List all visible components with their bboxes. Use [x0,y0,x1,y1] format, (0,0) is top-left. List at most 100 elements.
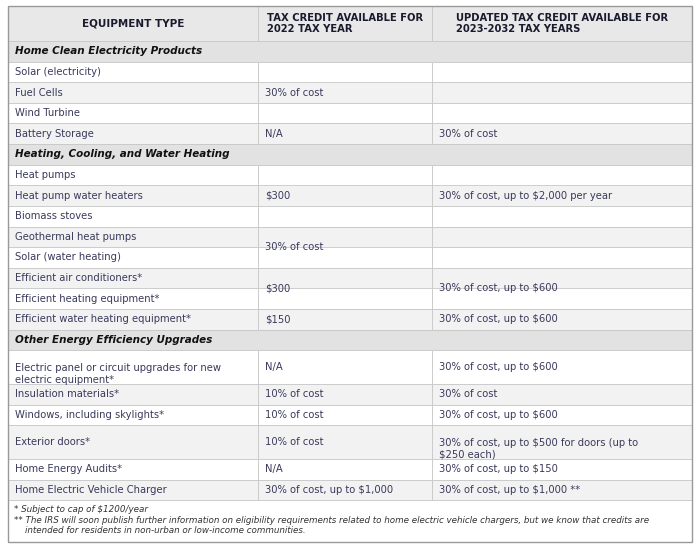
Bar [258,123,432,144]
Text: 30% of cost: 30% of cost [265,242,323,252]
Text: $300: $300 [265,283,290,293]
Text: 10% of cost: 10% of cost [265,389,323,399]
Bar [432,384,692,404]
Bar [432,165,692,226]
Text: TAX CREDIT AVAILABLE FOR
2022 TAX YEAR: TAX CREDIT AVAILABLE FOR 2022 TAX YEAR [267,13,423,35]
Bar [432,123,692,144]
Bar [432,103,692,123]
Bar [432,309,692,329]
Text: Home Energy Audits*: Home Energy Audits* [15,464,122,474]
Bar [258,82,432,103]
Bar [432,459,692,480]
Bar [8,480,258,500]
Text: * Subject to cap of $1200/year
** The IRS will soon publish further information : * Subject to cap of $1200/year ** The IR… [14,505,649,535]
Text: $150: $150 [265,315,290,324]
Text: 30% of cost, up to $2,000 per year: 30% of cost, up to $2,000 per year [439,191,612,201]
Text: 30% of cost: 30% of cost [439,129,498,139]
Text: 30% of cost, up to $1,000 **: 30% of cost, up to $1,000 ** [439,485,580,495]
Bar [432,268,692,309]
Text: Heat pump water heaters: Heat pump water heaters [15,191,143,201]
Bar [432,61,692,82]
Bar [8,459,258,480]
Bar [258,404,432,425]
Bar [8,226,258,247]
Text: 30% of cost: 30% of cost [265,88,323,98]
Bar [432,404,692,425]
Text: Biomass stoves: Biomass stoves [15,211,92,221]
Bar [8,350,258,384]
Text: Solar (water heating): Solar (water heating) [15,253,121,262]
Bar [258,165,432,226]
Text: 30% of cost, up to $600: 30% of cost, up to $600 [439,283,558,293]
Text: 30% of cost, up to $1,000: 30% of cost, up to $1,000 [265,485,393,495]
Text: Wind Turbine: Wind Turbine [15,108,80,118]
Text: Insulation materials*: Insulation materials* [15,389,119,399]
Text: EQUIPMENT TYPE: EQUIPMENT TYPE [82,19,184,28]
Text: $300: $300 [265,191,290,201]
Bar [8,500,692,542]
Text: Efficient heating equipment*: Efficient heating equipment* [15,294,160,304]
Bar [432,206,692,226]
Text: 30% of cost, up to $150: 30% of cost, up to $150 [439,464,558,474]
Bar [258,384,432,404]
Bar [432,247,692,268]
Bar [8,268,258,288]
Bar [432,480,692,500]
Bar [8,165,258,185]
Bar [258,247,432,268]
Bar [8,404,258,425]
Bar [432,288,692,309]
Bar [8,329,692,350]
Bar [432,82,692,103]
Bar [258,459,432,480]
Bar [8,144,692,165]
Text: 30% of cost, up to $600: 30% of cost, up to $600 [439,410,558,420]
Bar [8,309,258,329]
Text: N/A: N/A [265,464,282,474]
Bar [432,350,692,384]
Bar [8,41,692,61]
Bar [258,185,432,206]
Bar [258,288,432,309]
Bar [8,384,258,404]
Bar [258,480,432,500]
Bar [8,425,258,459]
Bar [258,350,432,384]
Text: Solar (electricity): Solar (electricity) [15,67,101,77]
Text: Heating, Cooling, and Water Heating: Heating, Cooling, and Water Heating [15,150,230,159]
Text: 30% of cost: 30% of cost [439,389,498,399]
Bar [8,247,258,268]
Bar [432,6,692,41]
Bar [258,61,432,123]
Bar [432,226,692,247]
Text: 30% of cost, up to $500 for doors (up to
$250 each): 30% of cost, up to $500 for doors (up to… [439,438,638,460]
Text: Electric panel or circuit upgrades for new
electric equipment*: Electric panel or circuit upgrades for n… [15,363,221,385]
Text: N/A: N/A [265,362,282,372]
Text: N/A: N/A [265,129,282,139]
Bar [432,425,692,459]
Text: 30% of cost, up to $600: 30% of cost, up to $600 [439,362,558,372]
Text: Battery Storage: Battery Storage [15,129,94,139]
Bar [8,6,258,41]
Text: Exterior doors*: Exterior doors* [15,437,90,447]
Text: 30% of cost, up to $600: 30% of cost, up to $600 [439,315,558,324]
Bar [258,103,432,123]
Bar [258,309,432,329]
Bar [8,206,258,226]
Text: Efficient water heating equipment*: Efficient water heating equipment* [15,315,191,324]
Bar [432,185,692,206]
Text: Home Electric Vehicle Charger: Home Electric Vehicle Charger [15,485,167,495]
Bar [8,185,258,206]
Text: Home Clean Electricity Products: Home Clean Electricity Products [15,47,202,56]
Text: 10% of cost: 10% of cost [265,410,323,420]
Bar [258,425,432,459]
Bar [8,61,258,82]
Text: Windows, including skylights*: Windows, including skylights* [15,410,164,420]
Text: 10% of cost: 10% of cost [265,437,323,447]
Bar [8,288,258,309]
Text: Efficient air conditioners*: Efficient air conditioners* [15,273,142,283]
Text: UPDATED TAX CREDIT AVAILABLE FOR
2023-2032 TAX YEARS: UPDATED TAX CREDIT AVAILABLE FOR 2023-20… [456,13,668,35]
Bar [258,206,432,226]
Bar [258,226,432,268]
Bar [8,103,258,123]
